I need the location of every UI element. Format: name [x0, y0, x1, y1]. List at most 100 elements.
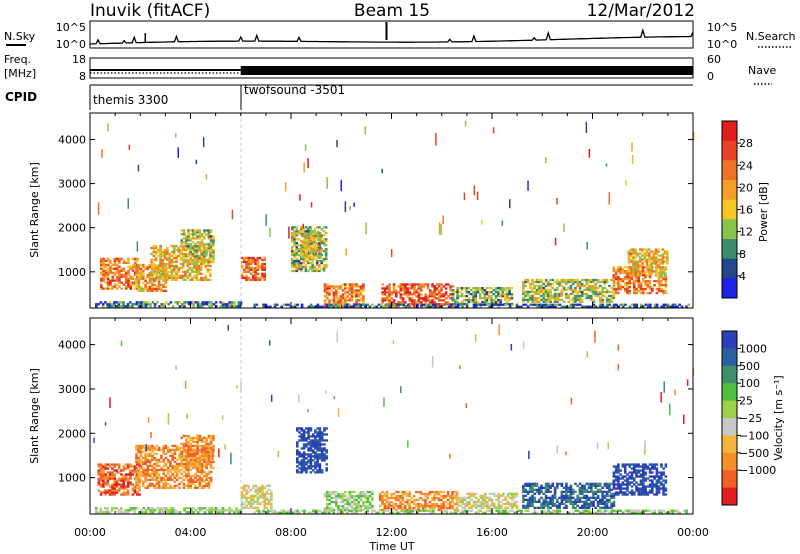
data-cell [309, 445, 313, 448]
data-cell [479, 305, 482, 308]
data-cell [502, 303, 505, 306]
data-cell [447, 283, 450, 286]
data-cell [192, 305, 195, 308]
data-cell [318, 455, 322, 458]
data-cell [194, 452, 197, 456]
data-cell [198, 261, 202, 264]
data-cell [429, 305, 433, 308]
data-cell [168, 266, 171, 270]
data-cell [572, 303, 575, 306]
data-cell [117, 487, 121, 490]
data-cell [133, 509, 137, 512]
data-cell [291, 234, 294, 237]
data-cell [104, 475, 107, 478]
data-cell [127, 265, 130, 268]
data-cell [449, 502, 452, 506]
data-cell [549, 496, 552, 499]
data-cell [126, 305, 130, 308]
data-cell [258, 276, 262, 279]
data-cell [431, 293, 434, 296]
data-cell [394, 490, 398, 494]
data-cell [189, 482, 193, 485]
data-cell [169, 484, 172, 487]
data-cell [325, 285, 329, 288]
data-cell [182, 442, 186, 446]
data-cell [458, 291, 462, 294]
data-cell [332, 508, 336, 512]
data-cell [415, 498, 418, 502]
data-cell [362, 504, 365, 508]
data-cell [313, 265, 317, 269]
data-cell [142, 289, 145, 292]
data-cell [397, 506, 400, 510]
data-cell [592, 288, 595, 292]
data-cell [547, 284, 550, 288]
data-cell [126, 481, 130, 484]
data-cell [200, 476, 204, 480]
data-cell [449, 297, 452, 300]
data-cell [501, 291, 505, 294]
data-cell [511, 498, 514, 501]
data-cell [293, 238, 296, 241]
data-cell [171, 454, 174, 458]
data-cell [124, 261, 128, 264]
data-cell [161, 274, 165, 277]
data-cell [614, 272, 618, 275]
data-cell [102, 269, 105, 272]
data-cell [533, 290, 537, 294]
data-cell [101, 511, 105, 514]
data-cell [663, 252, 667, 255]
data-cell [249, 502, 253, 505]
data-cell [633, 284, 636, 287]
data-cell [545, 303, 548, 306]
data-cell [258, 494, 262, 497]
data-cell [185, 458, 188, 462]
data-cell [295, 228, 299, 231]
data-cell [538, 284, 541, 288]
data-cell [585, 288, 589, 292]
data-cell [104, 507, 107, 510]
data-cell [323, 285, 327, 288]
data-cell [300, 465, 304, 468]
data-cell [158, 507, 161, 510]
data-cell [307, 244, 311, 247]
data-cell [397, 301, 400, 304]
data-cell [323, 457, 326, 460]
data-cell [314, 467, 317, 470]
data-cell [442, 299, 446, 302]
data-cell [463, 504, 467, 507]
data-cell [247, 500, 251, 503]
data-cell [209, 268, 212, 271]
data-cell [245, 260, 248, 264]
data-cell [569, 496, 573, 499]
data-cell [403, 492, 407, 496]
data-cell [187, 301, 191, 304]
data-cell [626, 278, 629, 281]
data-cell [578, 294, 582, 298]
data-cell [558, 504, 561, 507]
data-cell [210, 507, 213, 510]
data-cell [524, 494, 527, 497]
data-cell [191, 248, 194, 252]
data-cell [152, 268, 156, 271]
data-cell [605, 300, 609, 303]
data-cell [522, 500, 525, 503]
data-cell [440, 502, 443, 506]
data-cell [526, 482, 530, 485]
data-cell [212, 253, 215, 256]
data-cell [117, 489, 121, 492]
data-cell [200, 466, 204, 470]
data-cell [585, 280, 589, 284]
data-cell [408, 293, 412, 296]
data-cell [182, 466, 186, 470]
data-cell [645, 248, 649, 251]
data-cell [198, 255, 202, 258]
data-cell [293, 261, 296, 265]
data-cell [477, 303, 480, 306]
data-cell [131, 483, 135, 486]
data-cell [408, 490, 411, 494]
data-cell [355, 299, 358, 302]
data-cell [440, 283, 443, 286]
data-cell [258, 266, 262, 270]
data-cell [207, 484, 211, 487]
